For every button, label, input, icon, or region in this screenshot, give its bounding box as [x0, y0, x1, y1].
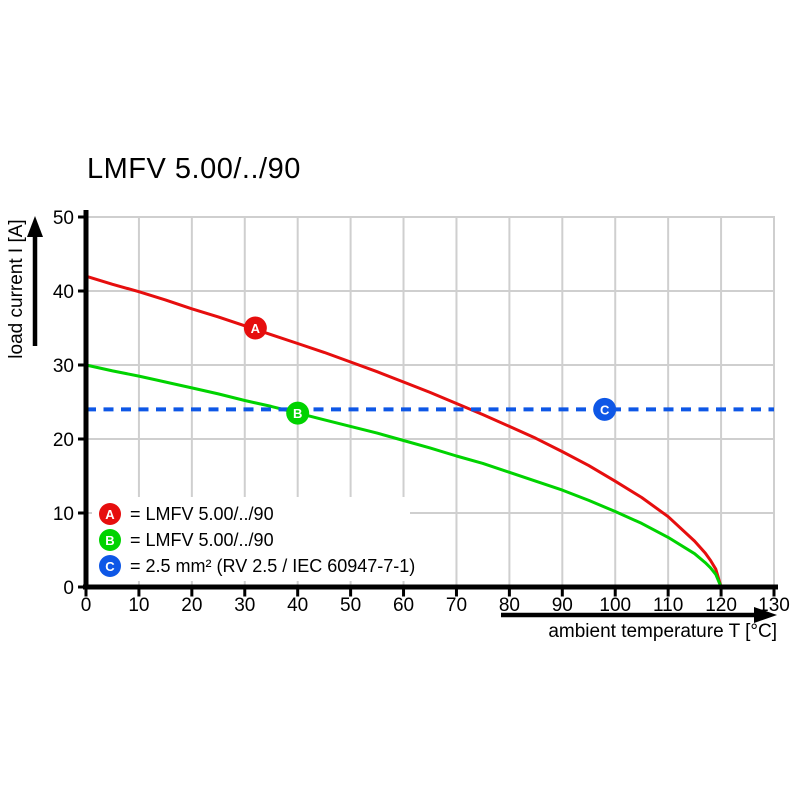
x-tick-label: 100 [599, 595, 631, 616]
x-tick-label: 20 [181, 595, 202, 616]
curve-a [85, 274, 723, 588]
legend-label-c: = 2.5 mm² (RV 2.5 / IEC 60947-7-1) [130, 555, 416, 576]
marker-a-circle-icon [243, 316, 267, 340]
marker-b-circle-icon [286, 401, 310, 425]
x-tick-label: 120 [705, 595, 737, 616]
legend: A = LMFV 5.00/../90 B = LMFV 5.00/../90 … [92, 497, 415, 581]
y-tick-label: 40 [53, 282, 74, 303]
x-tick-label: 130 [758, 595, 790, 616]
x-tick-label: 70 [446, 595, 467, 616]
marker-a-letter: A [251, 321, 261, 336]
x-tick-label: 110 [653, 595, 683, 616]
x-tick-label: 50 [340, 595, 361, 616]
y-tick-label: 0 [63, 578, 74, 599]
y-tick-label: 50 [53, 208, 74, 229]
marker-a: A [243, 316, 267, 340]
legend-label-a: = LMFV 5.00/../90 [130, 503, 274, 524]
legend-item-c: C = 2.5 mm² (RV 2.5 / IEC 60947-7-1) [92, 555, 415, 577]
marker-c-letter: C [600, 402, 610, 417]
marker-b-letter: B [293, 406, 302, 421]
x-tick-label: 30 [234, 595, 255, 616]
y-tick-label: 20 [53, 430, 74, 451]
x-axis-title: ambient temperature T [°C] [548, 621, 777, 642]
chart-title: LMFV 5.00/../90 [87, 153, 301, 185]
marker-c: C [593, 397, 617, 421]
y-axis-arrow-head-icon [27, 216, 43, 237]
x-axis-arrow-head-icon [754, 607, 777, 623]
y-tick-label: 10 [53, 504, 74, 525]
x-tick-label: 10 [128, 595, 149, 616]
x-tick-label: 40 [287, 595, 308, 616]
legend-badge-c-icon: C [99, 555, 121, 577]
x-tick-label: 0 [81, 595, 92, 616]
legend-label-b: = LMFV 5.00/../90 [130, 529, 274, 550]
x-tick-label: 60 [393, 595, 414, 616]
legend-badge-b-icon: B [99, 529, 121, 551]
legend-item-b: B = LMFV 5.00/../90 [92, 529, 410, 551]
marker-c-circle-icon [593, 397, 617, 421]
legend-item-a: A = LMFV 5.00/../90 [92, 503, 410, 525]
x-tick-label: 80 [499, 595, 520, 616]
y-tick-label: 30 [53, 356, 74, 377]
curve-b [85, 363, 723, 588]
x-tick-label: 90 [552, 595, 573, 616]
marker-b: B [286, 401, 310, 425]
legend-badge-a-icon: A [99, 503, 121, 525]
